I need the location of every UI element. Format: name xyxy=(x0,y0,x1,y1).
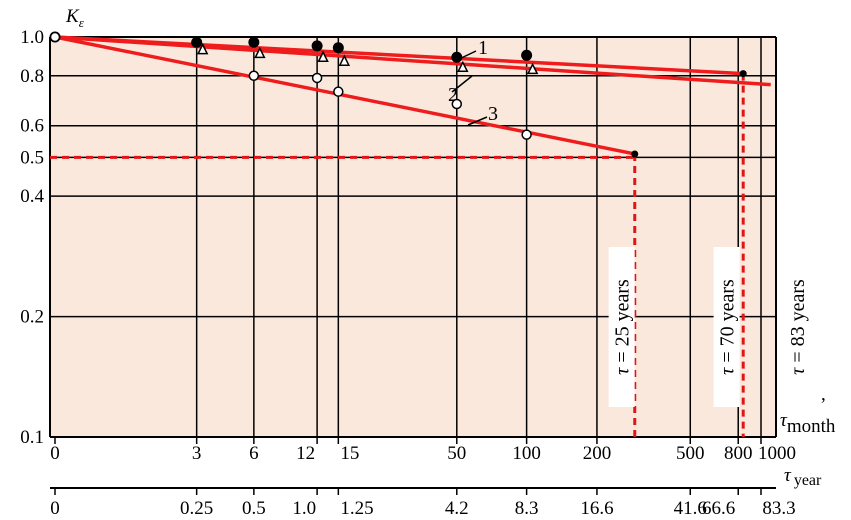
x-year-tick-label: 1.0 xyxy=(292,498,316,519)
y-tick-label: 0.6 xyxy=(20,116,44,137)
x-month-tick-label: 200 xyxy=(583,443,612,464)
y-tick-label: 0.5 xyxy=(20,147,44,168)
data-point-series-3 xyxy=(49,31,61,43)
x-year-tick-label: 1.25 xyxy=(340,498,373,519)
series-label-2: 2 xyxy=(448,84,458,106)
series-label-3: 3 xyxy=(488,103,498,125)
series-line-2 xyxy=(54,35,771,87)
x-axis-year-subscript: year xyxy=(794,472,822,489)
x-year-tick-label: 0 xyxy=(50,498,60,519)
x-month-tick-label: 1000 xyxy=(758,443,796,464)
vertical-label: τ = 25 years xyxy=(612,279,634,375)
data-point-series-1 xyxy=(521,49,533,61)
x-month-tick-label: 12 xyxy=(296,443,315,464)
x-year-tick-label: 66.6 xyxy=(702,498,735,519)
x-year-tick-label: 8.3 xyxy=(515,498,539,519)
vertical-label-symbol: τ xyxy=(717,367,739,375)
x-axis-month-symbol: τ xyxy=(780,410,788,431)
x-axis-comma: , xyxy=(821,384,826,405)
x-month-tick-label: 500 xyxy=(676,443,705,464)
x-year-tick-label: 4.2 xyxy=(445,498,469,519)
x-year-tick-label: 41.6 xyxy=(674,498,707,519)
series-label-leader xyxy=(451,75,473,93)
vertical-label-text: = 83 years xyxy=(787,279,809,368)
data-point-series-1 xyxy=(451,51,463,63)
x-year-tick-label: 16.6 xyxy=(580,498,613,519)
vertical-label-text: = 25 years xyxy=(612,279,634,368)
x-axis-month-title: τmonth xyxy=(780,410,836,437)
y-axis-title: Kε xyxy=(65,6,85,30)
data-point-series-2 xyxy=(338,54,351,66)
x-year-tick-label: 0.25 xyxy=(180,498,213,519)
y-tick-label: 0.2 xyxy=(20,307,44,328)
x-month-tick-label: 50 xyxy=(447,443,466,464)
data-point-series-2 xyxy=(526,62,539,75)
data-point-series-1 xyxy=(332,42,344,54)
data-point-series-1 xyxy=(248,36,260,48)
data-point-series-1 xyxy=(311,40,323,52)
x-axis-year-title: τ year xyxy=(784,465,822,489)
line-endpoint xyxy=(739,70,747,78)
x-month-tick-label: 100 xyxy=(512,443,541,464)
data-point-series-2 xyxy=(196,42,209,55)
data-point-series-3 xyxy=(248,70,260,82)
line-endpoint xyxy=(631,150,639,158)
data-point-series-3 xyxy=(311,72,323,84)
vertical-label-text: = 70 years xyxy=(717,279,739,368)
x-month-tick-label: 0 xyxy=(50,443,60,464)
data-point-series-2 xyxy=(457,60,469,73)
series-label-leader xyxy=(467,116,488,126)
vertical-label-symbol: τ xyxy=(612,367,634,375)
x-month-tick-label: 15 xyxy=(340,443,359,464)
y-tick-label: 0.8 xyxy=(20,66,44,87)
plot-background xyxy=(50,37,776,437)
vertical-label-background xyxy=(713,247,740,407)
x-year-tick-label: 0.5 xyxy=(242,498,266,519)
x-month-tick-label: 6 xyxy=(249,443,259,464)
reference-lines xyxy=(50,73,745,437)
x-month-tick-label: 800 xyxy=(724,443,753,464)
y-tick-label: 0.4 xyxy=(20,186,44,207)
series-lines xyxy=(54,35,771,156)
data-markers xyxy=(49,31,747,158)
data-point-series-3 xyxy=(333,86,344,97)
data-point-series-2 xyxy=(317,50,329,62)
vertical-label-background xyxy=(608,247,635,407)
vertical-label-symbol: τ xyxy=(787,367,809,375)
y-tick-label: 0.1 xyxy=(20,427,44,448)
data-point-series-3 xyxy=(521,129,532,140)
x-axis-month-subscript: month xyxy=(787,416,836,437)
grid-layer xyxy=(49,36,777,495)
y-tick-label: 1.0 xyxy=(20,27,44,48)
vertical-label: τ = 70 years xyxy=(717,279,739,375)
vertical-label: τ = 83 years xyxy=(787,279,809,375)
tick-labels: 0.10.20.40.50.60.81.00 3 6 12 15 50 100 200 500 8… xyxy=(20,27,796,519)
y-axis-symbol: K xyxy=(65,6,80,27)
x-month-tick-label: 3 xyxy=(192,443,202,464)
data-point-series-2 xyxy=(254,46,266,59)
x-axis-year-symbol: τ xyxy=(784,465,792,486)
data-point-series-3 xyxy=(451,98,463,110)
data-point-series-1 xyxy=(191,36,203,48)
x-year-tick-label: 83.3 xyxy=(762,498,795,519)
series-line-3 xyxy=(54,35,636,156)
y-axis-subscript: ε xyxy=(79,15,85,30)
series-label-1: 1 xyxy=(478,37,488,59)
